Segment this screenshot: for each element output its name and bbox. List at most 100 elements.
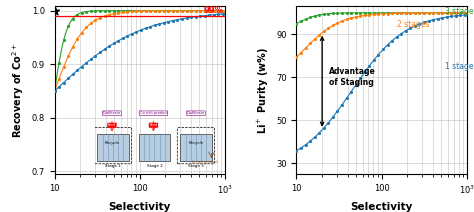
Point [151, 9, 158, 12]
Point [361, 14, 369, 17]
Point [142, 26, 149, 30]
Point [183, 9, 191, 12]
Point [124, 34, 131, 38]
Point [434, 11, 441, 14]
Point [461, 11, 469, 14]
Point [196, 9, 204, 12]
Point [365, 13, 373, 17]
Point [169, 9, 177, 12]
Point [311, 37, 319, 41]
X-axis label: Selectivity: Selectivity [109, 202, 171, 212]
Point [146, 25, 154, 28]
Point [425, 19, 432, 23]
Point [420, 21, 428, 24]
Point [201, 9, 209, 12]
Text: 99%: 99% [203, 6, 223, 15]
Point [169, 9, 177, 12]
Point [206, 9, 213, 12]
Point [164, 9, 172, 12]
Point [164, 20, 172, 23]
Point [78, 11, 86, 14]
Point [115, 39, 122, 42]
Point [388, 12, 396, 15]
Point [196, 9, 204, 12]
Point [155, 9, 163, 13]
Point [196, 14, 204, 18]
Point [160, 9, 168, 13]
Point [393, 35, 401, 39]
Point [429, 11, 437, 14]
Point [115, 9, 122, 12]
Point [110, 12, 118, 15]
Point [219, 9, 227, 12]
Point [105, 45, 113, 48]
Point [443, 11, 451, 14]
Point [146, 9, 154, 12]
Point [361, 11, 369, 15]
Point [334, 21, 341, 25]
Point [302, 17, 310, 21]
Point [119, 11, 127, 14]
Point [73, 37, 81, 41]
Point [438, 11, 446, 14]
Point [55, 61, 63, 64]
Point [425, 11, 432, 15]
Point [151, 9, 158, 13]
Point [407, 26, 414, 30]
Point [306, 139, 314, 143]
Point [352, 11, 359, 15]
Point [137, 9, 145, 12]
Point [374, 12, 382, 16]
Point [60, 81, 67, 84]
Point [343, 11, 350, 15]
Point [82, 26, 90, 29]
Point [192, 9, 200, 12]
Point [447, 15, 455, 18]
Point [402, 11, 410, 14]
Point [447, 11, 455, 15]
Point [105, 9, 113, 12]
Point [365, 64, 373, 67]
Point [347, 11, 355, 15]
Point [128, 32, 136, 36]
Point [374, 53, 382, 56]
Point [160, 21, 168, 24]
Point [397, 11, 405, 14]
Point [361, 70, 369, 74]
Point [356, 77, 364, 80]
Point [320, 13, 328, 16]
Point [73, 69, 81, 72]
Point [155, 22, 163, 26]
Point [210, 9, 218, 12]
Point [187, 9, 195, 12]
Point [374, 11, 382, 14]
Point [187, 9, 195, 12]
Point [133, 10, 140, 13]
Point [96, 16, 104, 20]
Point [110, 42, 118, 45]
Point [215, 9, 222, 12]
Point [407, 11, 414, 14]
Point [402, 29, 410, 32]
Point [388, 39, 396, 42]
Point [55, 85, 63, 88]
Point [60, 39, 67, 42]
Point [379, 48, 387, 51]
Point [429, 18, 437, 21]
Point [64, 77, 72, 80]
Point [425, 11, 432, 14]
Point [142, 9, 149, 12]
Point [320, 30, 328, 33]
Point [169, 19, 177, 22]
Point [343, 96, 350, 100]
Point [384, 43, 392, 47]
Point [91, 18, 99, 22]
Point [173, 9, 181, 12]
Point [343, 18, 350, 21]
Point [306, 16, 314, 19]
Point [115, 11, 122, 14]
Point [55, 77, 63, 80]
Point [160, 9, 168, 12]
Point [78, 65, 86, 68]
Point [51, 89, 58, 93]
